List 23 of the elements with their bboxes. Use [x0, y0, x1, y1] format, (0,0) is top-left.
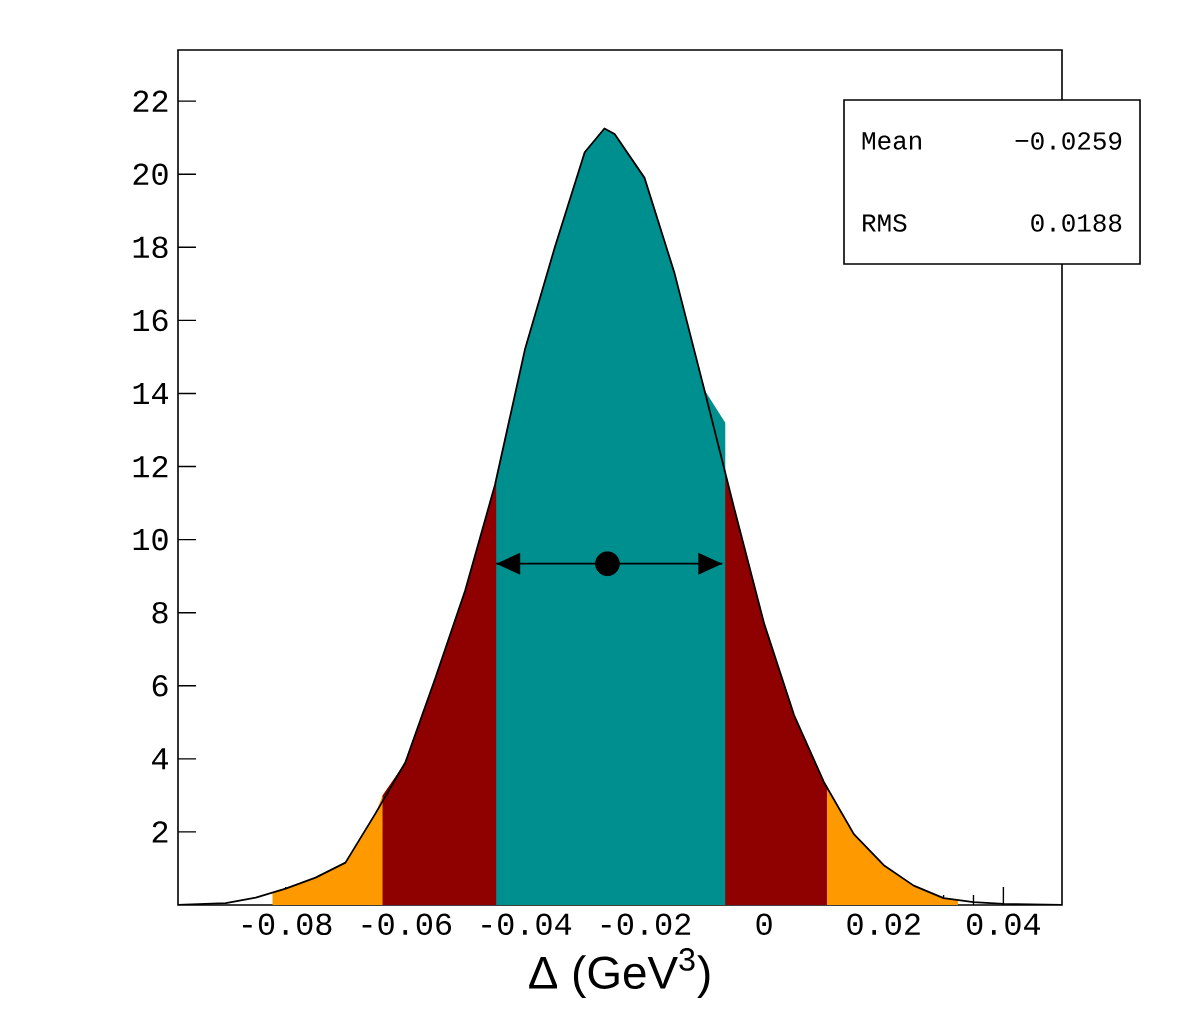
annotation: Mean [862, 132, 921, 150]
y-tick-label: 14 [133, 382, 168, 404]
x-tick-label: 0 [756, 913, 772, 936]
y-tick-label: 10 [133, 528, 168, 551]
annotation: −0.0259 [1015, 132, 1122, 150]
y-tick-label: 6 [152, 674, 168, 697]
y-tick-label: 12 [133, 455, 168, 478]
annotation: 0.0188 [1031, 214, 1122, 232]
x-tick-label: -0.02 [601, 913, 691, 936]
x-tick-label: -0.04 [482, 913, 572, 936]
y-tick-label: 8 [152, 601, 168, 624]
y-tick-label: 4 [152, 748, 168, 770]
y-tick-label: 2 [152, 821, 168, 843]
y-tick-label: 20 [133, 163, 168, 186]
x-axis-title: Δ (GeV$^{3}$) [529, 948, 710, 998]
y-tick-label: 18 [133, 236, 168, 259]
annotation: RMS [863, 214, 907, 232]
y-tick-label: 16 [133, 309, 168, 332]
x-tick-label: 0.02 [847, 913, 920, 936]
x-tick-label: -0.08 [243, 913, 332, 936]
x-tick-label: -0.06 [362, 913, 452, 936]
x-tick-label: 0.04 [967, 913, 1041, 936]
y-tick-label: 22 [133, 90, 168, 112]
